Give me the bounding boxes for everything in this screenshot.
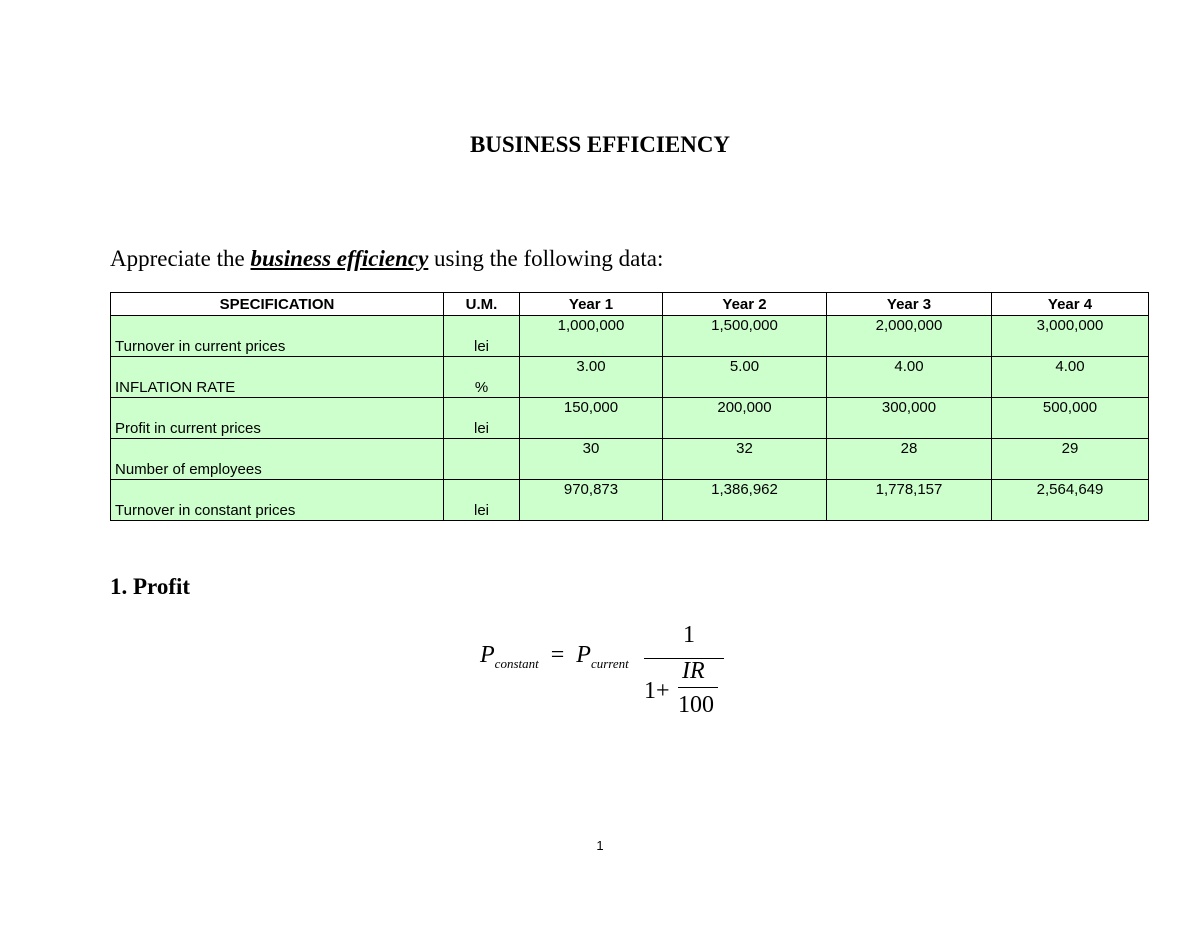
column-header: SPECIFICATION — [110, 292, 444, 316]
data-table: SPECIFICATION U.M. Year 1 Year 2 Year 3 Year … — [110, 292, 1149, 521]
table-row: Profit in current prices lei 150,000 200,00… — [110, 397, 1149, 439]
formula-lhs-sub: constant — [494, 656, 539, 671]
um-cell: lei — [443, 479, 520, 521]
value-cell: 1,778,157 — [826, 479, 992, 521]
column-header: Year 4 — [991, 292, 1149, 316]
spec-cell: Turnover in constant prices — [110, 479, 444, 521]
value-cell: 4.00 — [826, 356, 992, 398]
value-cell: 200,000 — [662, 397, 827, 439]
formula-equals: = — [550, 642, 565, 668]
value-cell: 32 — [662, 438, 827, 480]
value-cell: 2,000,000 — [826, 315, 992, 357]
value-cell: 1,500,000 — [662, 315, 827, 357]
column-header: Year 1 — [519, 292, 663, 316]
formula-rhs-sub: current — [590, 656, 629, 671]
column-header: U.M. — [443, 292, 520, 316]
value-cell: 150,000 — [519, 397, 663, 439]
spec-cell: Number of employees — [110, 438, 444, 480]
value-cell: 30 — [519, 438, 663, 480]
value-cell: 2,564,649 — [991, 479, 1149, 521]
um-cell — [443, 438, 520, 480]
formula-hundred: 100 — [678, 692, 714, 718]
column-header: Year 3 — [826, 292, 992, 316]
formula-rhs: P — [576, 642, 591, 668]
spec-cell: INFLATION RATE — [110, 356, 444, 398]
formula-lhs: P — [480, 642, 495, 668]
intro-emphasis: business efficiency — [250, 246, 429, 271]
spec-cell: Turnover in current prices — [110, 315, 444, 357]
um-cell: % — [443, 356, 520, 398]
formula-ir: IR — [682, 658, 705, 684]
value-cell: 970,873 — [519, 479, 663, 521]
intro-text-end: using the following data: — [428, 246, 664, 271]
value-cell: 28 — [826, 438, 992, 480]
value-cell: 1,000,000 — [519, 315, 663, 357]
table-row: Turnover in current prices lei 1,000,000 1,… — [110, 315, 1149, 357]
value-cell: 1,386,962 — [662, 479, 827, 521]
section-heading: 1. Profit — [110, 574, 191, 599]
table-row: Number of employees 30 32 28 29 — [110, 438, 1149, 480]
inner-fraction-bar — [678, 687, 718, 688]
fraction-bar — [644, 658, 724, 659]
value-cell: 29 — [991, 438, 1149, 480]
value-cell: 5.00 — [662, 356, 827, 398]
profit-formula: Pconstant = Pcurrent 1 1+ IR 100 — [480, 620, 740, 730]
table-row: INFLATION RATE% 3.00 5.00 4.00 4.00 — [110, 356, 1149, 398]
value-cell: 3,000,000 — [991, 315, 1149, 357]
um-cell: lei — [443, 397, 520, 439]
value-cell: 300,000 — [826, 397, 992, 439]
intro-paragraph: Appreciate the business efficiency using… — [110, 246, 663, 272]
column-header: Year 2 — [662, 292, 827, 316]
formula-numerator: 1 — [683, 622, 695, 648]
formula-one-plus: 1+ — [644, 678, 670, 704]
value-cell: 3.00 — [519, 356, 663, 398]
page-title: BUSINESS EFFICIENCY — [469, 132, 731, 157]
spec-cell: Profit in current prices — [110, 397, 444, 439]
intro-text: Appreciate the — [110, 246, 251, 271]
value-cell: 4.00 — [991, 356, 1149, 398]
table-row: Turnover in constant prices lei 970,873 1,3… — [110, 479, 1149, 521]
value-cell: 500,000 — [991, 397, 1149, 439]
um-cell: lei — [443, 315, 520, 357]
page-number: 1 — [596, 838, 604, 853]
